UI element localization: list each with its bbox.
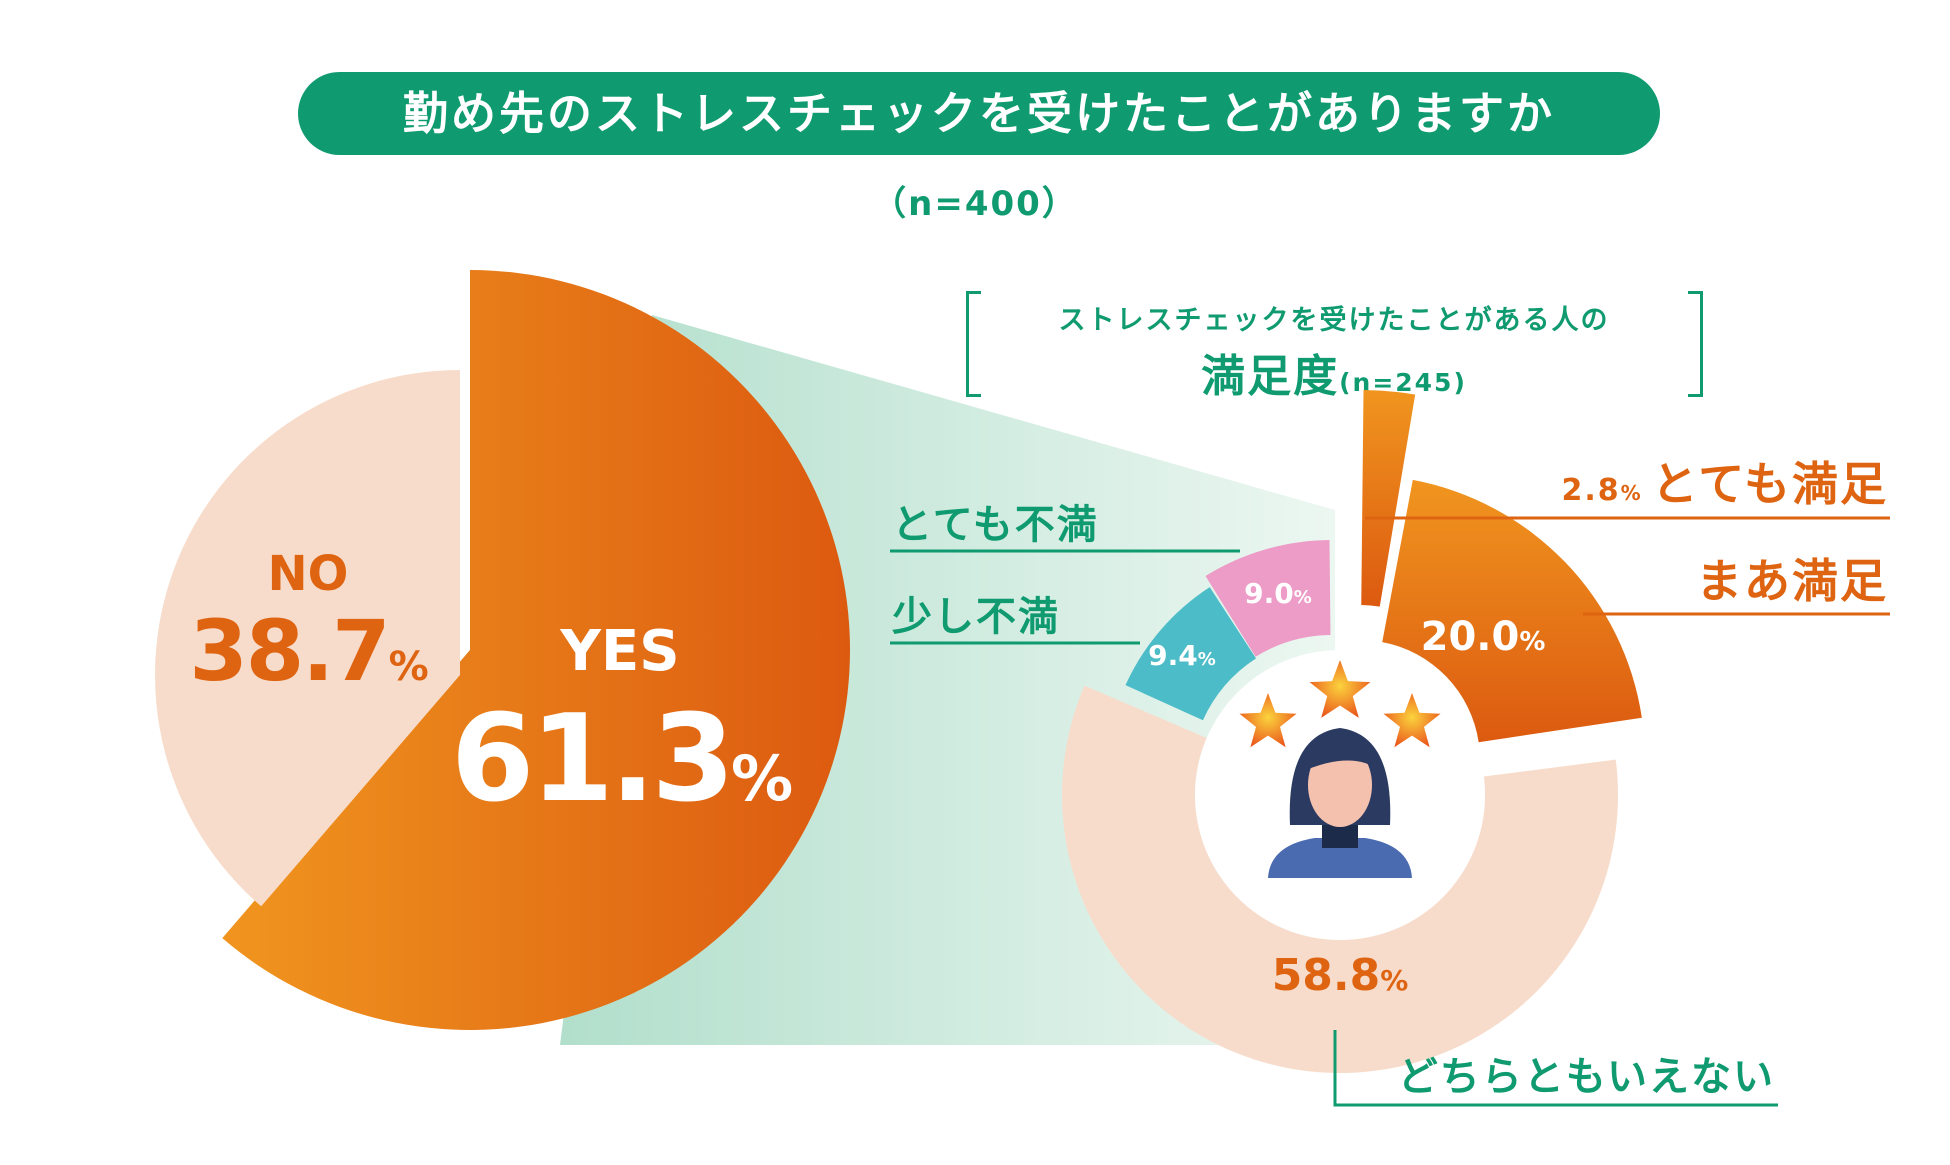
value-very-satisfied: 2.8 <box>1562 473 1621 508</box>
chart-title: 勤め先のストレスチェックを受けたことがありますか <box>298 72 1660 155</box>
label-yes: YES <box>559 619 679 684</box>
person-illustration <box>1268 728 1412 878</box>
donut-slice-neutral <box>1062 685 1618 1073</box>
label-very-dissatisfied: とても不満 <box>892 502 1099 548</box>
sample-size-label: （n=400） <box>872 184 1078 224</box>
subtitle-line-1: ストレスチェックを受けたことがある人の <box>1058 305 1610 336</box>
donut-slice-satisfied <box>1382 479 1642 743</box>
left-bracket <box>966 291 981 397</box>
unit-yes: % <box>731 742 792 815</box>
donut-slice-very-satisfied <box>1361 390 1416 607</box>
leader-neutral <box>1333 1030 1778 1107</box>
subtitle-line-2: 満足度(n=245) <box>980 340 1688 404</box>
star-icon <box>1239 693 1297 748</box>
subtitle-sample-size: (n=245) <box>1339 368 1467 397</box>
donut-slice-very-dissatisfied <box>1205 540 1331 657</box>
value-neutral: 58.8% <box>1272 950 1409 1001</box>
pie-slice-no <box>155 370 460 907</box>
right-bracket <box>1688 291 1703 397</box>
unit-no: % <box>389 644 428 690</box>
subtitle-satisfaction: 満足度 <box>1201 351 1340 402</box>
donut-slice-slightly-dissatisfied <box>1125 587 1257 721</box>
label-no: NO <box>268 546 349 602</box>
star-icon <box>1309 660 1371 718</box>
pie-slice-yes <box>222 270 850 1031</box>
star-icon <box>1383 693 1441 748</box>
label-very-satisfied: 2.8% とても満足 <box>1562 457 1889 511</box>
label-slightly-dissatisfied: 少し不満 <box>892 594 1060 640</box>
label-neutral: どちらともいえない <box>1398 1054 1775 1100</box>
label-satisfied: まあ満足 <box>1696 554 1888 608</box>
